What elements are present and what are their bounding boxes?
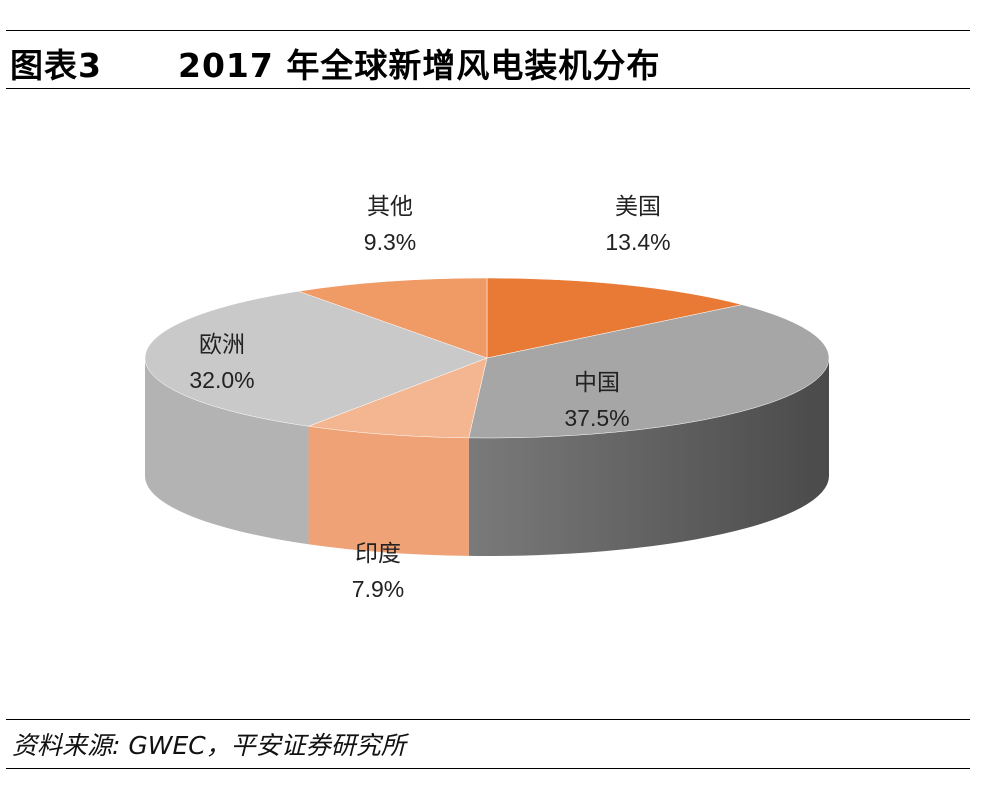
source-note: 资料来源: GWEC，平安证券研究所 [12,724,406,764]
pie-side-europe [145,358,309,545]
pie-slice-other [298,277,488,359]
slice-name-india: 印度 [355,540,401,566]
slice-name-usa: 美国 [615,193,661,219]
source-text: 资料来源: GWEC，平安证券研究所 [12,731,406,760]
pie-chart: 美国 13.4% 中国 37.5% 印度 7.9% 欧洲 32.0% 其他 9.3% [0,150,998,650]
slice-value-india: 7.9% [352,576,404,602]
figure-label: 图表3 [10,46,102,85]
footer-top-rule [6,719,970,720]
pie-sides [145,358,829,556]
pie-labels: 美国 13.4% 中国 37.5% 印度 7.9% 欧洲 32.0% 其他 9.3% [189,193,670,602]
slice-value-usa: 13.4% [605,229,670,255]
slice-name-other: 其他 [367,193,413,219]
slice-value-china: 37.5% [564,405,629,431]
pie-slice-china [468,304,830,439]
pie-slice-india [307,357,488,439]
pie-side-china [468,358,829,556]
pie-tops [144,277,830,439]
top-rule [6,30,970,31]
slice-value-other: 9.3% [364,229,416,255]
slice-name-europe: 欧洲 [199,331,245,357]
pie-side-india [308,426,469,556]
pie-slice-usa [486,277,742,359]
figure-header: 图表3 2017 年全球新增风电装机分布 [10,36,970,90]
footer-bottom-rule [6,768,970,769]
pie-slice-europe [144,290,488,427]
header-bottom-rule [6,88,970,89]
slice-name-china: 中国 [574,369,620,395]
pie-chart-svg: 美国 13.4% 中国 37.5% 印度 7.9% 欧洲 32.0% 其他 9.3% [144,193,830,602]
chart-title: 2017 年全球新增风电装机分布 [178,46,661,85]
slice-value-europe: 32.0% [189,367,254,393]
